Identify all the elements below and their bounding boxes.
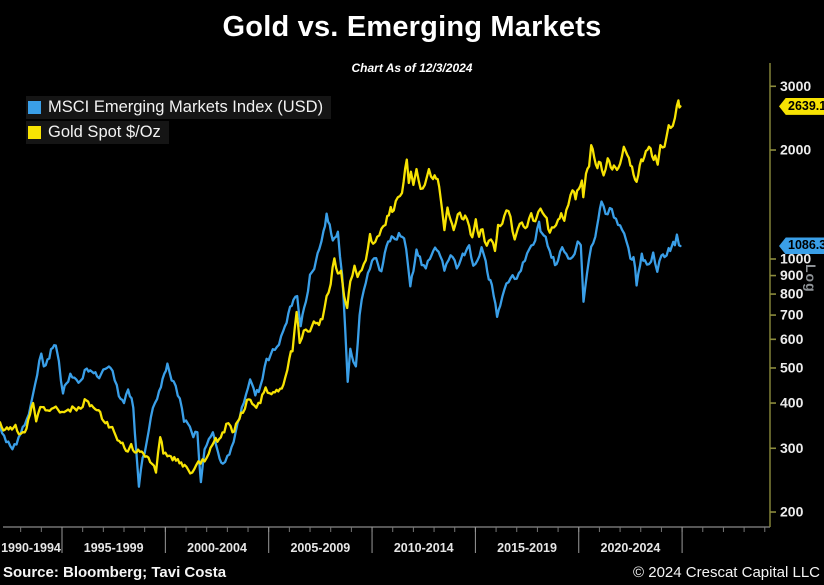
y-tick-label: 3000 [780,78,811,94]
legend-label-em: MSCI Emerging Markets Index (USD) [48,98,324,116]
y-tick-label: 900 [780,267,804,283]
y-tick-label: 300 [780,440,804,456]
y-tick-label: 600 [780,331,804,347]
y-tick-label: 2000 [780,142,811,158]
em-series-line [0,200,682,488]
em-series-swatch-icon [28,101,41,114]
y-tick-label: 700 [780,307,804,323]
x-axis-label: 2005-2009 [290,541,350,555]
y-tick-label: 500 [780,359,804,375]
x-axis-label: 1995-1999 [84,541,144,555]
legend-item-em: MSCI Emerging Markets Index (USD) [26,96,332,119]
gold-series-swatch-icon [28,126,41,139]
legend: MSCI Emerging Markets Index (USD) Gold S… [26,96,332,146]
x-axis-label: 2010-2014 [394,541,454,555]
x-axis-label: 2000-2004 [187,541,247,555]
y-tick-label: 1000 [780,251,811,267]
log-scale-label: Log [803,264,819,293]
x-axis-label: 1990-1994 [1,541,61,555]
gold-last-price-tag: 2639.13 [779,97,824,115]
legend-item-gold: Gold Spot $/Oz [26,121,169,144]
y-tick-label: 400 [780,395,804,411]
legend-label-gold: Gold Spot $/Oz [48,123,161,141]
source-attribution: Source: Bloomberg; Tavi Costa [3,564,227,581]
y-tick-label: 200 [780,504,804,520]
x-axis-label: 2020-2024 [601,541,661,555]
copyright-notice: © 2024 Crescat Capital LLC [633,564,820,581]
x-axis-label: 2015-2019 [497,541,557,555]
y-tick-label: 800 [780,286,804,302]
em-last-price-tag: 1086.39 [779,237,824,255]
page-title: Gold vs. Emerging Markets [222,11,602,43]
gold-series-line [0,99,682,475]
chart-as-of-subtitle: Chart As of 12/3/2024 [351,61,473,75]
